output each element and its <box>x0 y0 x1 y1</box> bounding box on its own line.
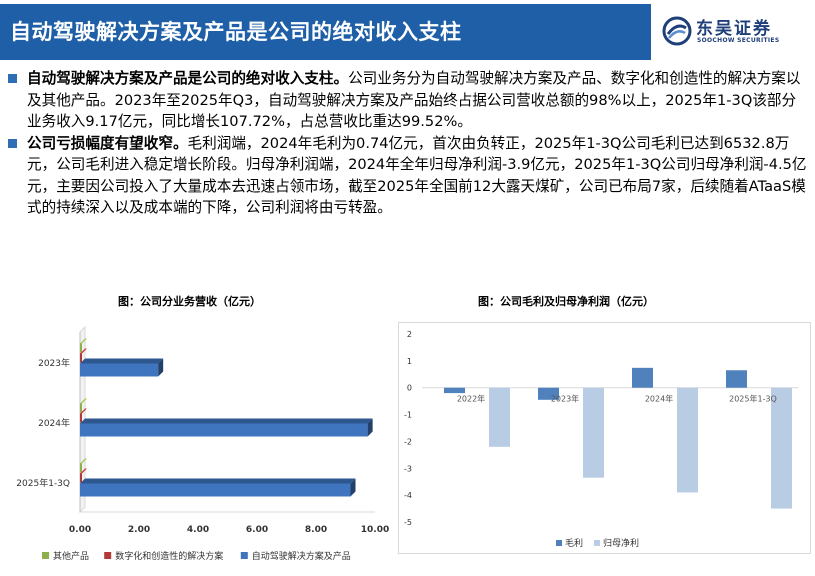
y-tick-label: -4 <box>404 491 412 500</box>
legend-label: 归母净利 <box>603 537 639 549</box>
bullet-text: 公司业务分为自动驾驶解决方案及产品、数字化和创造性的解决方案以及其他产品。202… <box>27 70 801 130</box>
bar-自动驾驶解决方案及产品 <box>80 423 368 437</box>
bullet-lead: 自动驾驶解决方案及产品是公司的绝对收入支柱。 <box>27 70 349 87</box>
bar-数字化和创造性的解决方案 <box>80 473 82 483</box>
y-tick-label: 1 <box>407 357 412 366</box>
bar-side <box>158 358 164 377</box>
bar-归母净利 <box>771 387 792 509</box>
bar-数字化和创造性的解决方案 <box>80 413 82 423</box>
bar-top <box>80 338 87 344</box>
bar-归母净利 <box>489 387 510 447</box>
bullet-item: 自动驾驶解决方案及产品是公司的绝对收入支柱。公司业务分为自动驾驶解决方案及产品、… <box>0 68 815 133</box>
x-tick-label: 2025年1-3Q <box>729 394 777 404</box>
bullet-square-icon <box>8 138 17 148</box>
logo-text-cn: 东吴证券 <box>696 19 772 39</box>
bar-数字化和创造性的解决方案 <box>80 353 82 363</box>
bar-毛利 <box>538 387 559 400</box>
revenue-chart: 0.00 2.00 4.00 6.00 8.00 10.00 2023年 2024年 2025年… <box>16 325 389 562</box>
revenue-chart-title: 图：公司分业务营收（亿元） <box>118 295 261 308</box>
x-tick-label: 2023年 <box>551 394 579 404</box>
legend-swatch <box>556 540 562 546</box>
x-tick-label: 2.00 <box>128 525 150 535</box>
y-tick-label: -1 <box>404 411 412 420</box>
chart-border <box>398 322 811 554</box>
y-tick-label: -3 <box>404 464 412 473</box>
logo-icon <box>662 16 692 46</box>
bar-毛利 <box>632 367 653 388</box>
bullet-square-icon <box>8 74 17 83</box>
x-tick-label: 4.00 <box>187 525 209 535</box>
x-tick-label: 2022年 <box>457 394 485 404</box>
bullet-list: 自动驾驶解决方案及产品是公司的绝对收入支柱。公司业务分为自动驾驶解决方案及产品、… <box>0 68 815 219</box>
bar-归母净利 <box>583 387 604 478</box>
bar-归母净利 <box>677 387 698 493</box>
bar-side <box>367 418 373 437</box>
bar-top <box>80 468 87 474</box>
legend-label: 数字化和创造性的解决方案 <box>115 550 223 562</box>
profit-chart-title: 图：公司毛利及归母净利润（亿元） <box>478 295 654 308</box>
bar-top <box>80 348 87 354</box>
x-tick-label: 6.00 <box>246 525 268 535</box>
legend-swatch <box>104 552 112 559</box>
bar-其他产品 <box>80 343 82 353</box>
bar-top <box>80 418 373 424</box>
y-tick-label: 0 <box>407 384 412 393</box>
legend-swatch <box>594 540 600 546</box>
bar-自动驾驶解决方案及产品 <box>80 363 159 377</box>
bullet-lead: 公司亏损幅度有望收窄。 <box>27 134 188 152</box>
legend-label: 自动驾驶解决方案及产品 <box>252 550 351 562</box>
y-tick-label: 2023年 <box>38 357 70 369</box>
brand-logo: 东吴证券 SOOCHOW SECURITIES <box>660 10 810 56</box>
x-tick-label: 0.00 <box>69 525 91 535</box>
legend-label: 其他产品 <box>53 550 89 562</box>
legend-swatch <box>42 552 49 559</box>
x-tick-label: 8.00 <box>305 525 327 535</box>
bar-top <box>80 478 356 484</box>
bar-毛利 <box>726 370 747 388</box>
bar-其他产品 <box>80 463 82 473</box>
legend-swatch <box>240 552 248 559</box>
bar-毛利 <box>444 387 465 394</box>
page-title: 自动驾驶解决方案及产品是公司的绝对收入支柱 <box>0 4 651 60</box>
y-tick-label: 2025年1-3Q <box>16 477 70 489</box>
y-tick-label: 2 <box>407 330 412 339</box>
bullet-item: 公司亏损幅度有望收窄。毛利润端，2024年毛利为0.74亿元，首次由负转正，20… <box>0 133 815 219</box>
y-tick-label: -5 <box>404 518 412 527</box>
legend-label: 毛利 <box>565 537 583 549</box>
header: 自动驾驶解决方案及产品是公司的绝对收入支柱 东吴证券 SOOCHOW SECUR… <box>0 0 815 63</box>
bar-自动驾驶解决方案及产品 <box>80 483 351 497</box>
bar-top <box>80 358 164 364</box>
logo-text-en: SOOCHOW SECURITIES <box>697 37 780 44</box>
bar-top <box>80 458 87 464</box>
bullet-text: 毛利润端，2024年毛利为0.74亿元，首次由负转正，2025年1-3Q公司毛利… <box>27 134 807 217</box>
bar-top <box>80 398 87 404</box>
bar-top <box>80 408 87 414</box>
y-tick-label: -2 <box>404 437 412 446</box>
bar-其他产品 <box>80 403 82 413</box>
x-tick-label: 2024年 <box>645 394 673 404</box>
x-tick-label: 10.00 <box>361 525 389 535</box>
profit-chart: 2 1 0 -1 -2 -3 -4 -5 2022年 2023年 2024年 2025年1-3Q 毛利 归… <box>398 322 811 554</box>
bar-side <box>350 478 356 497</box>
y-tick-label: 2024年 <box>38 417 70 429</box>
